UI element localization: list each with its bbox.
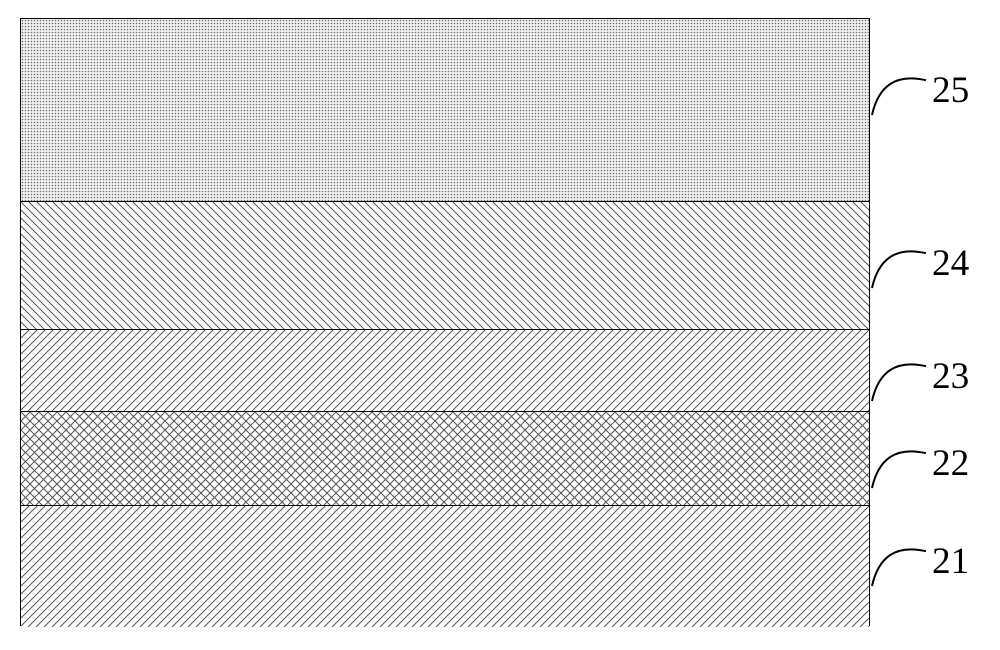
callout-21: 21 (932, 543, 969, 580)
layer-stack (20, 18, 870, 626)
callout-label: 24 (932, 243, 969, 284)
leader-arc-icon (870, 434, 930, 494)
callout-label: 21 (932, 541, 969, 582)
callout-22: 22 (932, 445, 969, 482)
layer-24 (21, 201, 869, 329)
layer-22 (21, 411, 869, 505)
leader-arc-icon (870, 61, 930, 121)
callout-25: 25 (932, 72, 969, 109)
callout-24: 24 (932, 245, 969, 282)
callout-label: 23 (932, 356, 969, 397)
leader-arc-icon (870, 347, 930, 407)
layer-23 (21, 329, 869, 411)
callout-label: 25 (932, 70, 969, 111)
callout-23: 23 (932, 358, 969, 395)
layer-25 (21, 19, 869, 201)
leader-arc-icon (870, 234, 930, 294)
callout-label: 22 (932, 443, 969, 484)
layer-21 (21, 505, 869, 627)
leader-arc-icon (870, 532, 930, 592)
diagram-canvas: 25 24 23 22 21 (0, 0, 1000, 650)
